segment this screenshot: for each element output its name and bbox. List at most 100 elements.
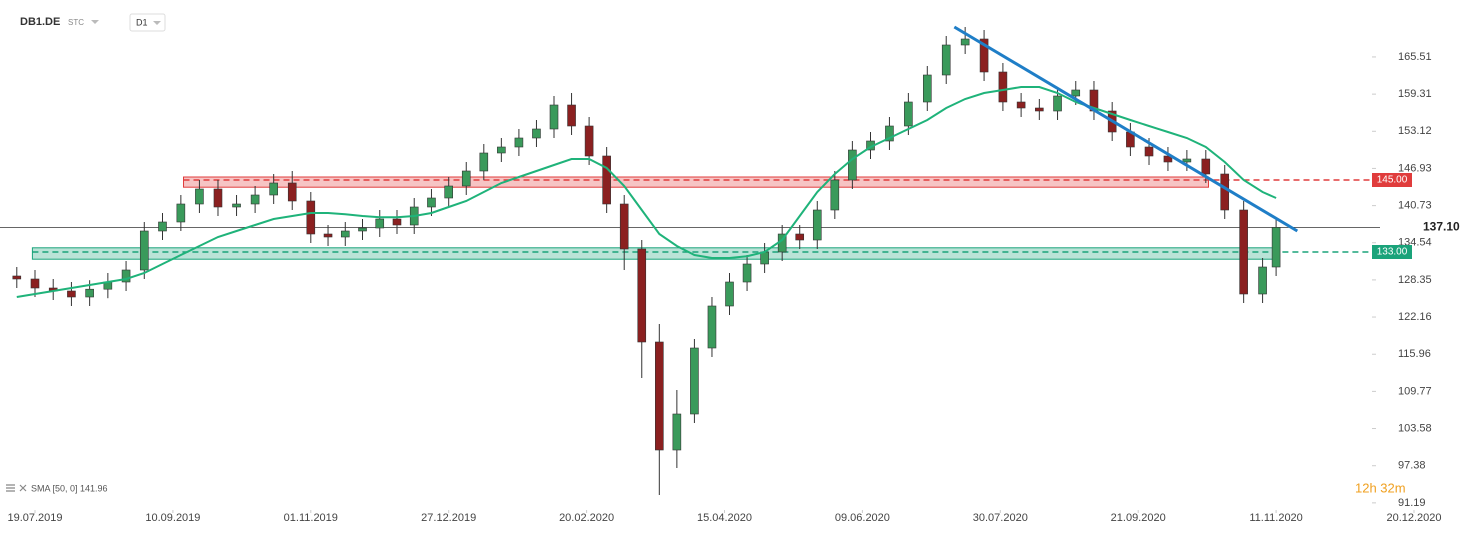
candle-body <box>830 179 840 211</box>
candle-body <box>637 248 647 343</box>
x-tick-label: 19.07.2019 <box>7 512 62 524</box>
candle-body <box>1016 101 1026 109</box>
candle-body <box>1271 227 1281 268</box>
candle-body <box>549 104 559 130</box>
candle-body <box>584 125 594 157</box>
candle-body <box>444 185 454 199</box>
candle-body <box>742 263 752 283</box>
candle-body <box>121 269 131 283</box>
candle-body <box>323 233 333 238</box>
candle-body <box>998 71 1008 103</box>
level-box <box>1372 245 1412 259</box>
candle-body <box>497 146 506 154</box>
candle-body <box>358 227 367 232</box>
x-tick-label: 10.09.2019 <box>145 512 200 524</box>
candle-body <box>1220 173 1230 211</box>
candle-body <box>1163 155 1173 163</box>
y-tick-label: 146.93 <box>1398 162 1432 174</box>
candle-body <box>812 209 822 241</box>
x-tick-label: 27.12.2019 <box>421 512 476 524</box>
interval[interactable]: D1 <box>136 17 148 27</box>
last-price-label: 137.10 <box>1423 220 1460 234</box>
candle-body <box>941 44 951 76</box>
y-tick-label: 122.16 <box>1398 311 1432 323</box>
x-tick-label: 01.11.2019 <box>284 512 338 524</box>
y-tick-label: 165.51 <box>1398 51 1432 63</box>
timer: 12h 32m <box>1355 480 1406 495</box>
candle-body <box>195 188 204 205</box>
candle-body <box>1239 209 1248 295</box>
candle-body <box>848 149 857 181</box>
candle-body <box>1201 158 1211 175</box>
x-tick-label: 11.11.2020 <box>1249 512 1302 524</box>
x-tick-label: 20.02.2020 <box>559 512 614 524</box>
candle-body <box>287 182 297 202</box>
candle-body <box>567 104 576 127</box>
candle-body <box>1144 146 1154 157</box>
trendline <box>953 25 1299 233</box>
candle-body <box>213 188 223 208</box>
level-label: 133.00 <box>1377 247 1408 258</box>
level-box <box>1372 173 1412 187</box>
candle-body <box>1071 89 1081 97</box>
candle-body <box>139 230 149 271</box>
y-tick-label: 109.77 <box>1398 385 1432 397</box>
x-tick-label: 20.12.2020 <box>1386 512 1441 524</box>
candle-body <box>707 305 717 349</box>
candle-body <box>885 125 894 142</box>
candle-body <box>795 233 805 241</box>
candle-body <box>602 155 611 205</box>
x-tick-label: 30.07.2020 <box>973 512 1028 524</box>
indicator-icons <box>6 484 27 492</box>
dropdown-caret[interactable] <box>153 21 161 25</box>
candle-body <box>269 182 278 196</box>
close-icon[interactable] <box>19 484 27 492</box>
candle-body <box>250 194 260 205</box>
candle-body <box>340 230 350 238</box>
candle-body <box>1035 107 1044 112</box>
y-tick-label: 128.35 <box>1398 274 1432 286</box>
y-tick-label: 97.38 <box>1398 460 1426 472</box>
candle-body <box>1258 266 1267 295</box>
candle-body <box>979 38 989 73</box>
y-tick-label: 159.31 <box>1398 88 1432 100</box>
y-tick-label: 91.19 <box>1398 497 1426 509</box>
candle-body <box>1053 95 1062 112</box>
candle-body <box>392 218 402 226</box>
dropdown-caret[interactable] <box>91 20 99 24</box>
interval-box[interactable] <box>129 13 166 32</box>
candle-body <box>158 221 167 232</box>
y-tick-label: 140.73 <box>1398 200 1432 212</box>
candle-body <box>760 251 769 265</box>
candle-body <box>514 137 524 148</box>
candle-body <box>960 38 970 46</box>
zone <box>183 176 1210 188</box>
menu-icon[interactable] <box>6 484 15 492</box>
candle-body <box>479 152 489 172</box>
candle-body <box>619 203 629 250</box>
market: STC <box>68 18 84 27</box>
candle-body <box>306 200 316 235</box>
candle-body <box>30 278 40 289</box>
candle-body <box>655 341 664 451</box>
candle-body <box>725 281 734 307</box>
indicator-label: SMA [50, 0] 141.96 <box>31 483 108 493</box>
candle-body <box>12 275 22 280</box>
candle-body <box>1182 158 1192 163</box>
y-tick-label: 115.96 <box>1398 348 1431 360</box>
candle-body <box>532 128 541 139</box>
candle-body <box>690 347 699 415</box>
sma-line <box>16 86 1277 298</box>
level-label: 145.00 <box>1377 175 1408 186</box>
y-tick-label: 153.12 <box>1398 125 1432 137</box>
candle-body <box>85 288 94 298</box>
candle-body <box>375 218 385 229</box>
x-tick-label: 21.09.2020 <box>1111 512 1166 524</box>
candle-body <box>922 74 932 103</box>
y-tick-label: 103.58 <box>1398 422 1432 434</box>
candle-body <box>904 101 913 127</box>
candle-body <box>461 170 471 187</box>
candle-body <box>176 203 186 223</box>
candle-body <box>67 290 76 298</box>
